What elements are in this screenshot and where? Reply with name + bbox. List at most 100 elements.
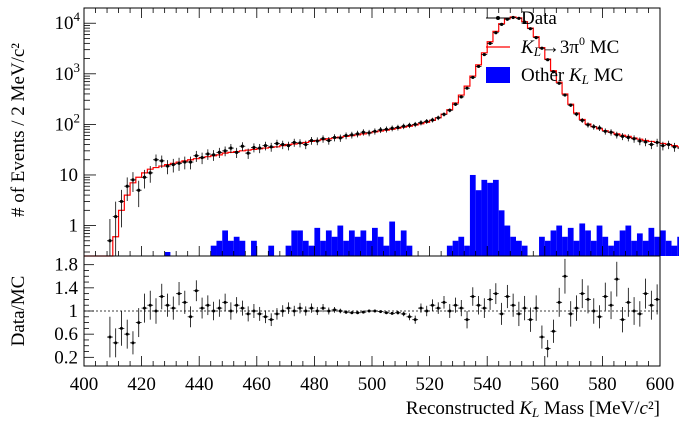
other-kl-mc-bar bbox=[164, 251, 171, 256]
ratio-point bbox=[304, 309, 308, 313]
ratio-point bbox=[598, 315, 602, 319]
data-point bbox=[638, 139, 642, 143]
other-kl-mc-bar bbox=[233, 236, 240, 256]
ratio-point bbox=[528, 318, 532, 322]
data-point bbox=[494, 31, 498, 35]
data-point bbox=[615, 133, 619, 137]
ratio-point bbox=[523, 306, 527, 310]
data-point bbox=[500, 22, 504, 26]
x-tick-label: 460 bbox=[243, 374, 272, 395]
data-point bbox=[644, 140, 648, 144]
data-point bbox=[661, 144, 665, 148]
data-point bbox=[142, 175, 147, 179]
other-kl-mc-bar bbox=[337, 225, 344, 256]
data-point bbox=[194, 154, 198, 158]
ratio-point bbox=[356, 311, 360, 315]
bottom-panel: 0.20.611.41.8 400 420 440 460 480 500 520 540 56… bbox=[8, 255, 674, 420]
data-point bbox=[396, 125, 400, 130]
other-kl-mc-bar bbox=[464, 245, 470, 256]
ratio-point bbox=[592, 309, 596, 313]
other-kl-mc-bar bbox=[521, 245, 528, 256]
data-point bbox=[574, 112, 579, 116]
ratio-point bbox=[154, 309, 158, 313]
data-point bbox=[183, 160, 187, 164]
ratio-point bbox=[131, 341, 135, 345]
data-point bbox=[626, 135, 630, 140]
other-kl-mc-bar bbox=[446, 245, 453, 256]
other-kl-mc-bar bbox=[360, 230, 367, 256]
x-tick-label: 560 bbox=[531, 374, 560, 395]
other-kl-mc-bar bbox=[504, 225, 511, 256]
other-kl-mc-bar bbox=[619, 230, 626, 256]
other-kl-mc-bar bbox=[348, 230, 355, 256]
ratio-point bbox=[655, 297, 659, 301]
data-point bbox=[425, 119, 429, 123]
data-point bbox=[114, 215, 118, 219]
ratio-point bbox=[442, 300, 446, 304]
ratio-point bbox=[505, 295, 509, 299]
other-kl-mc-bar bbox=[314, 227, 321, 256]
data-point bbox=[586, 123, 590, 127]
data-point bbox=[667, 142, 671, 147]
other-kl-mc-bar bbox=[251, 240, 257, 256]
data-point bbox=[154, 158, 158, 162]
ratio-point bbox=[137, 321, 141, 325]
data-point bbox=[148, 171, 152, 175]
other-kl-mc-bar bbox=[579, 223, 586, 256]
x-tick-label: 440 bbox=[185, 374, 214, 395]
other-kl-mc-bar bbox=[677, 236, 679, 256]
data-point bbox=[108, 239, 112, 243]
data-point bbox=[119, 199, 124, 204]
top-panel: 1 10 102 103 104 # of Events / 2 MeV/c² Data… bbox=[8, 7, 679, 257]
bottom-x-ticks: 400 420 440 460 480 500 520 540 560 580 600 bbox=[70, 356, 674, 395]
ratio-point bbox=[540, 335, 544, 339]
other-kl-mc-bar bbox=[608, 245, 614, 256]
data-point bbox=[373, 129, 377, 133]
other-kl-mc-bar bbox=[671, 245, 678, 256]
legend-label-data: Data bbox=[521, 8, 557, 29]
top-y-tick-label: 102 bbox=[55, 110, 81, 135]
data-point bbox=[252, 145, 256, 150]
data-point bbox=[523, 20, 527, 24]
data-point bbox=[223, 149, 227, 153]
data-point bbox=[557, 81, 561, 85]
ratio-point bbox=[454, 303, 458, 307]
data-point bbox=[569, 103, 573, 107]
ratio-point bbox=[310, 306, 314, 310]
data-point bbox=[321, 137, 325, 141]
data-point bbox=[592, 125, 596, 129]
other-kl-mc-bar bbox=[481, 179, 488, 256]
other-kl-mc-bar bbox=[510, 236, 516, 256]
x-tick-label: 480 bbox=[300, 374, 329, 395]
ratio-point bbox=[223, 300, 227, 304]
ratio-point bbox=[298, 306, 302, 310]
ratio-point bbox=[644, 292, 648, 296]
ratio-point bbox=[580, 292, 584, 296]
other-kl-mc-bar bbox=[302, 240, 309, 256]
data-point bbox=[177, 161, 181, 165]
x-tick-label: 540 bbox=[473, 374, 502, 395]
data-point bbox=[160, 159, 164, 163]
other-kl-mc-histogram bbox=[164, 174, 679, 256]
other-kl-mc-bar bbox=[516, 240, 522, 256]
x-tick-label: 500 bbox=[358, 374, 387, 395]
x-tick-label: 420 bbox=[127, 374, 156, 395]
other-kl-mc-bar bbox=[492, 179, 499, 256]
ratio-point bbox=[171, 306, 175, 310]
data-point bbox=[632, 137, 636, 141]
data-point bbox=[597, 126, 602, 130]
data-point bbox=[551, 70, 556, 74]
bottom-y-tick-label: 1.4 bbox=[54, 278, 78, 299]
x-tick-label: 400 bbox=[70, 374, 99, 395]
data-point bbox=[609, 130, 613, 134]
data-point bbox=[125, 184, 129, 188]
ratio-point bbox=[166, 303, 170, 307]
other-kl-mc-bar bbox=[354, 236, 361, 256]
other-kl-mc-bar bbox=[567, 227, 574, 256]
data-point bbox=[580, 118, 584, 122]
data-point bbox=[200, 156, 204, 160]
other-kl-mc-bar bbox=[475, 190, 482, 256]
ratio-point bbox=[344, 310, 348, 314]
ratio-point bbox=[390, 311, 394, 315]
data-point bbox=[534, 35, 538, 40]
